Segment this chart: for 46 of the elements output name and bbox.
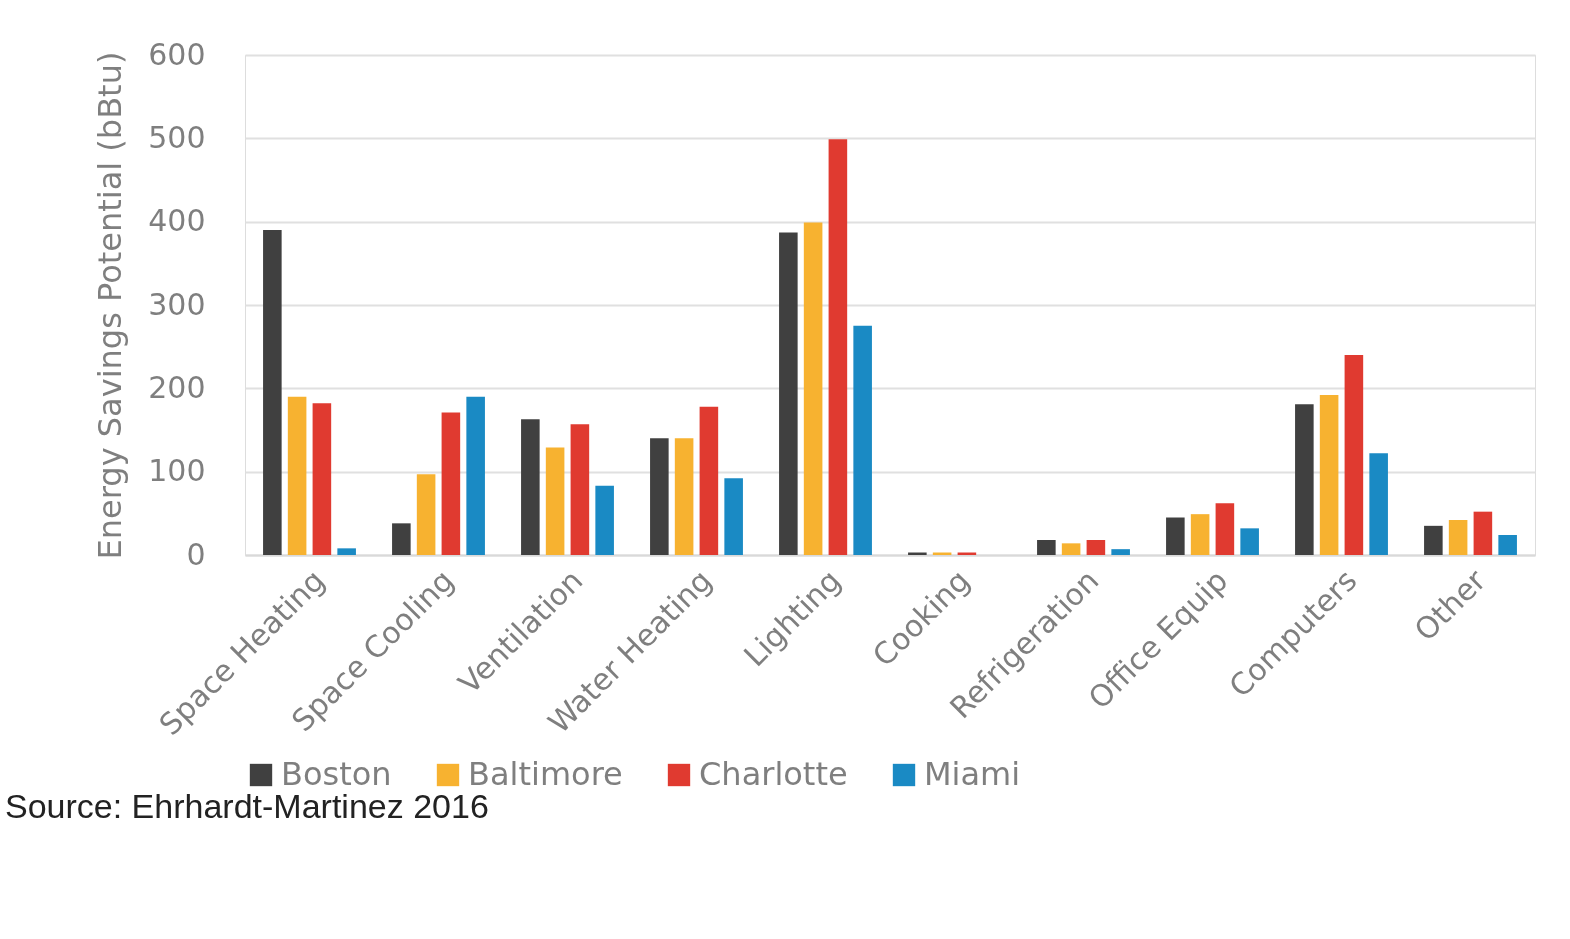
bar xyxy=(392,523,411,555)
bar xyxy=(416,474,436,555)
bar xyxy=(263,230,282,555)
bar xyxy=(1473,511,1493,555)
bar xyxy=(650,438,669,555)
bar xyxy=(803,222,823,555)
y-axis-title: Energy Savings Potential (bBtu) xyxy=(91,51,130,560)
bar xyxy=(724,478,743,555)
legend-label: Charlotte xyxy=(699,755,848,793)
bar xyxy=(1240,528,1259,555)
bar xyxy=(1369,453,1388,555)
bar xyxy=(1344,355,1364,555)
bar xyxy=(1061,543,1081,555)
bar xyxy=(1190,514,1210,555)
y-tick-label: 600 xyxy=(148,36,206,72)
bar xyxy=(287,396,307,555)
bar xyxy=(1319,395,1339,555)
bar xyxy=(521,419,540,555)
bar xyxy=(1086,540,1106,555)
y-tick-label: 100 xyxy=(148,453,206,489)
bar xyxy=(1295,404,1314,555)
bar xyxy=(779,232,798,555)
bar xyxy=(853,325,872,555)
y-tick-label: 500 xyxy=(148,119,206,155)
legend-label: Miami xyxy=(924,755,1021,793)
bar xyxy=(828,139,848,555)
bar xyxy=(699,406,719,555)
bar xyxy=(312,403,332,555)
y-tick-label: 400 xyxy=(148,203,206,239)
bar xyxy=(1424,525,1443,555)
bar xyxy=(1498,535,1517,555)
bar xyxy=(1111,549,1130,555)
bar xyxy=(441,412,461,555)
bar xyxy=(1215,503,1235,555)
y-tick-label: 0 xyxy=(186,536,206,572)
bar xyxy=(337,548,356,555)
bar xyxy=(545,447,565,555)
bar xyxy=(1448,520,1468,555)
bar xyxy=(570,424,590,555)
bar xyxy=(1166,517,1185,555)
bar xyxy=(595,485,614,555)
y-tick-label: 300 xyxy=(148,286,206,322)
bar xyxy=(674,438,694,555)
y-tick-label: 200 xyxy=(148,369,206,405)
bar xyxy=(466,396,485,555)
bar xyxy=(1037,540,1056,555)
